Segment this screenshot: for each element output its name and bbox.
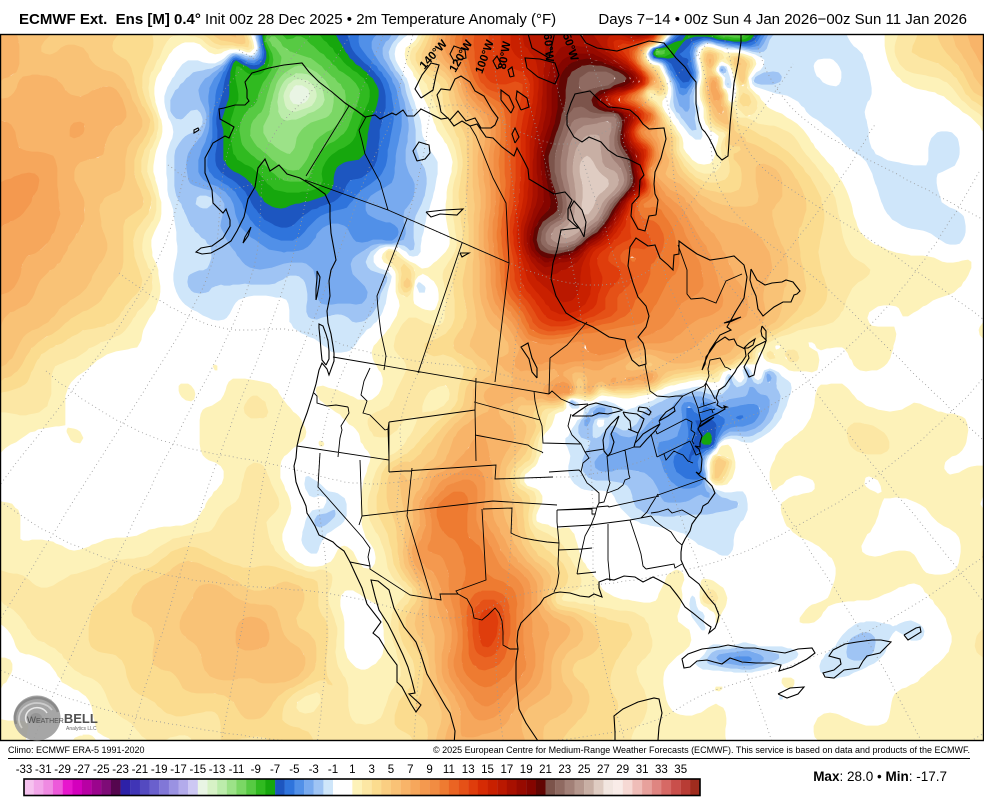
svg-text:21: 21: [539, 764, 552, 776]
svg-text:-31: -31: [35, 764, 52, 776]
svg-text:-15: -15: [189, 764, 206, 776]
svg-text:29: 29: [616, 764, 629, 776]
svg-text:-3: -3: [309, 764, 319, 776]
svg-text:27: 27: [597, 764, 610, 776]
svg-text:-9: -9: [251, 764, 261, 776]
svg-text:-33: -33: [16, 764, 33, 776]
svg-text:-1: -1: [328, 764, 338, 776]
svg-text:-21: -21: [132, 764, 149, 776]
svg-text:-29: -29: [54, 764, 71, 776]
svg-text:31: 31: [636, 764, 649, 776]
svg-text:-13: -13: [209, 764, 226, 776]
svg-text:9: 9: [426, 764, 432, 776]
svg-text:-11: -11: [229, 764, 245, 776]
svg-text:-19: -19: [151, 764, 168, 776]
svg-text:© 2025 European Centre for Med: © 2025 European Centre for Medium-Range …: [433, 745, 970, 755]
svg-text:Analytics LLC: Analytics LLC: [66, 726, 97, 732]
svg-text:-23: -23: [112, 764, 129, 776]
svg-text:23: 23: [558, 764, 571, 776]
svg-text:11: 11: [443, 764, 455, 776]
svg-text:-17: -17: [170, 764, 187, 776]
svg-text:3: 3: [368, 764, 374, 776]
svg-text:ECMWF Ext. Ens [M] 0.4° Init: ECMWF Ext. Ens [M] 0.4° Init 00z 28 Dec …: [19, 11, 556, 28]
svg-text:-27: -27: [74, 764, 91, 776]
svg-text:15: 15: [481, 764, 494, 776]
svg-text:19: 19: [520, 764, 533, 776]
svg-text:-25: -25: [93, 764, 110, 776]
svg-text:-7: -7: [270, 764, 280, 776]
svg-text:13: 13: [462, 764, 475, 776]
svg-text:Days 7−14 • 00z Sun 4 Jan 2026: Days 7−14 • 00z Sun 4 Jan 2026−00z Sun 1…: [598, 11, 967, 28]
svg-text:-5: -5: [289, 764, 299, 776]
svg-text:7: 7: [407, 764, 413, 776]
svg-text:60°W: 60°W: [541, 33, 555, 62]
svg-text:5: 5: [388, 764, 394, 776]
svg-text:25: 25: [578, 764, 591, 776]
svg-text:Climo: ECMWF ERA-5 1991-2020: Climo: ECMWF ERA-5 1991-2020: [8, 745, 145, 755]
svg-text:Max: 28.0 • Min: -17.7: Max: 28.0 • Min: -17.7: [813, 769, 947, 784]
svg-text:17: 17: [501, 764, 514, 776]
svg-text:35: 35: [674, 764, 687, 776]
svg-text:1: 1: [349, 764, 355, 776]
svg-text:33: 33: [655, 764, 668, 776]
